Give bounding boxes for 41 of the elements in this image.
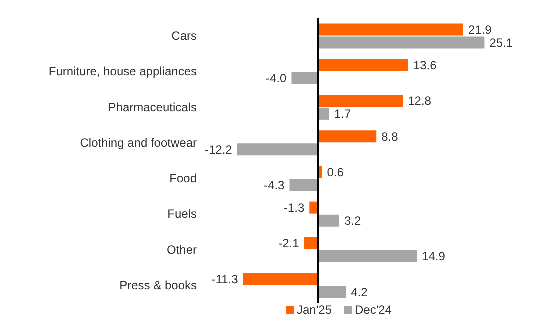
y-tick-label: Cars xyxy=(172,29,197,44)
legend-label: Jan'25 xyxy=(297,303,332,317)
bar xyxy=(318,286,346,298)
data-label: -1.3 xyxy=(284,201,305,216)
data-label: -4.3 xyxy=(264,178,286,192)
bar xyxy=(290,179,318,192)
data-label: 8.8 xyxy=(382,130,399,144)
y-tick-label: Press & books xyxy=(120,278,197,292)
data-label: -2.1 xyxy=(278,236,300,251)
y-tick-label: Food xyxy=(170,172,197,186)
bar xyxy=(318,130,377,143)
bar xyxy=(318,108,330,120)
data-label: 21.9 xyxy=(468,22,492,37)
y-tick-label: Pharmaceuticals xyxy=(108,100,197,114)
y-tick-label: Clothing and footwear xyxy=(80,136,197,150)
bar xyxy=(318,59,408,72)
data-label: 13.6 xyxy=(413,58,438,73)
bar xyxy=(318,214,340,227)
bar xyxy=(310,202,318,214)
data-label: 12.8 xyxy=(408,94,432,108)
data-label: -4.0 xyxy=(266,72,288,86)
data-label: 25.1 xyxy=(490,36,514,50)
y-tick-label: Other xyxy=(166,242,197,257)
bar xyxy=(318,94,404,107)
data-label: -11.3 xyxy=(212,272,239,286)
data-label: 4.2 xyxy=(351,285,368,300)
y-tick-label: Fuels xyxy=(168,207,197,222)
bar xyxy=(243,273,318,286)
data-label: 0.6 xyxy=(327,165,344,180)
bar xyxy=(237,144,318,156)
data-label: 14.9 xyxy=(422,250,446,264)
bar xyxy=(318,36,485,49)
data-label: -12.2 xyxy=(205,142,233,157)
data-label: 3.2 xyxy=(344,214,362,228)
legend-label: Dec'24 xyxy=(355,303,392,317)
y-tick-label: Furniture, house appliances xyxy=(48,64,197,79)
bar xyxy=(292,72,318,84)
bar xyxy=(304,237,318,250)
bar xyxy=(318,250,418,262)
bar xyxy=(318,24,464,36)
data-label: 1.7 xyxy=(334,107,352,122)
